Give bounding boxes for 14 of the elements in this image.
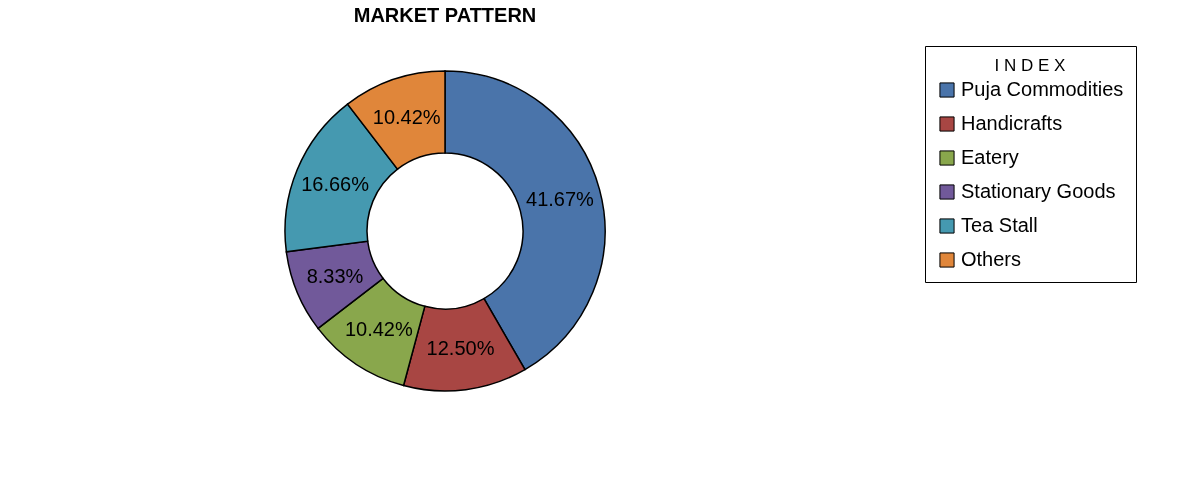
legend-title: I N D E X xyxy=(994,56,1066,75)
chart-title: MARKET PATTERN xyxy=(353,3,537,26)
legend-label: Eatery xyxy=(961,146,1019,168)
data-label: 10.42% xyxy=(344,317,413,340)
legend-label: Tea Stall xyxy=(961,214,1038,236)
data-label: 10.42% xyxy=(372,106,441,129)
legend-label: Handicrafts xyxy=(961,112,1063,134)
legend-label: Stationary Goods xyxy=(961,180,1116,202)
data-label: 16.66% xyxy=(301,173,370,196)
data-label: 12.50% xyxy=(426,336,495,359)
legend-label: Others xyxy=(961,248,1022,270)
data-label: 41.67% xyxy=(526,188,595,211)
legend-label: Puja Commodities xyxy=(961,78,1124,100)
data-label: 8.33% xyxy=(306,264,364,287)
